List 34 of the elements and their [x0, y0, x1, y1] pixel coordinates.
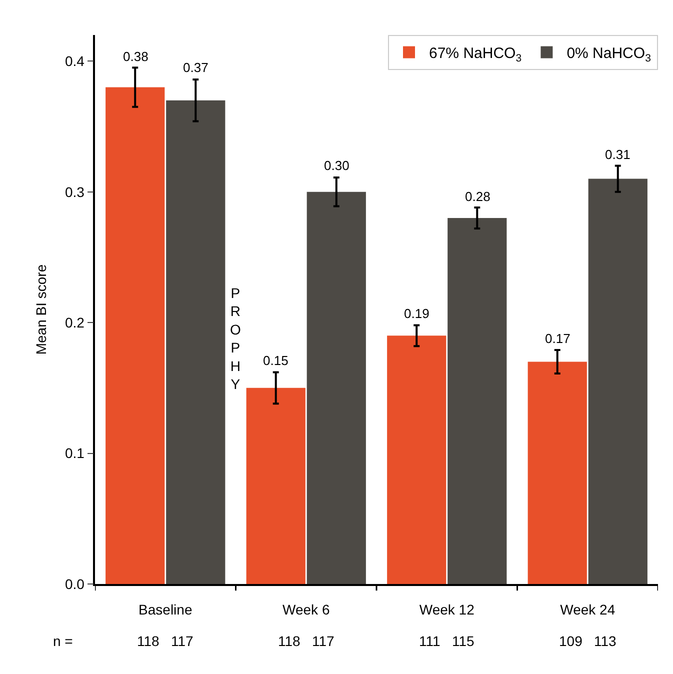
bar [448, 218, 507, 584]
text: 111 115 [419, 633, 474, 649]
bar [387, 336, 446, 584]
y-tick-label: 0.4 [64, 53, 85, 70]
x-tick-label: Week 12 [419, 602, 475, 618]
bar [166, 100, 226, 584]
data-label: 0.19 [404, 306, 430, 321]
data-label: 0.28 [465, 189, 490, 204]
text: 118 117 [278, 633, 335, 649]
bar [246, 388, 306, 584]
bar [588, 178, 648, 584]
data-label: 0.31 [605, 147, 630, 162]
data-label: 0.30 [324, 158, 350, 173]
y-tick-label: 0.0 [64, 576, 85, 592]
data-label: 0.38 [123, 49, 148, 64]
text: 118 117 [137, 633, 194, 649]
legend-label: 0% NaHCO$_{3}$ [566, 45, 652, 64]
y-tick-label: 0.2 [64, 314, 85, 330]
x-tick-label: Week 24 [560, 602, 616, 618]
data-label: 0.15 [263, 353, 288, 368]
bar [528, 362, 587, 584]
y-tick-label: 0.1 [64, 445, 85, 462]
annotation: PROPHY [230, 285, 241, 392]
text: 109 113 [559, 633, 617, 649]
bar [106, 87, 165, 584]
bar [306, 192, 366, 584]
data-label: 0.37 [183, 60, 208, 75]
y-axis-title: Mean BI score [33, 264, 50, 355]
x-tick-label: Week 6 [282, 602, 330, 618]
data-label: 0.17 [545, 331, 570, 346]
y-tick-label: 0.3 [64, 184, 85, 200]
legend-label: 67% NaHCO$_{3}$ [429, 45, 522, 64]
x-tick-label: Baseline [138, 602, 192, 618]
text: n = [53, 633, 73, 649]
